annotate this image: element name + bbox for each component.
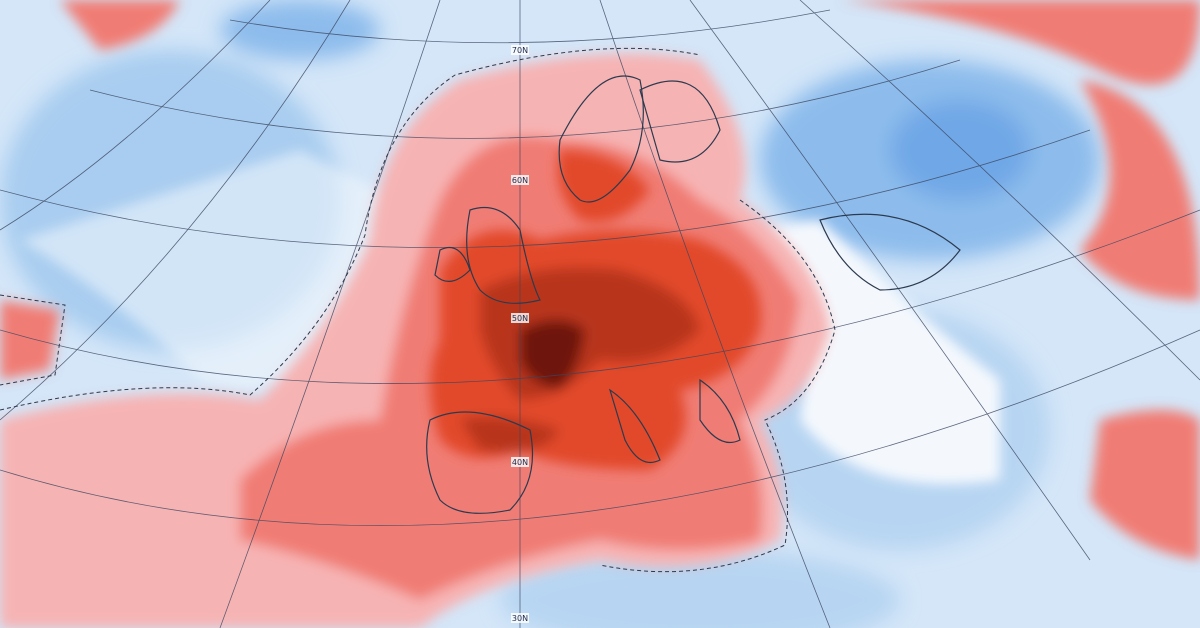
latitude-label: 40N — [512, 458, 528, 467]
label-background — [511, 313, 529, 323]
label-background — [511, 457, 529, 467]
zero-contours — [0, 47, 836, 573]
coastlines — [426, 75, 961, 514]
label-background — [511, 175, 529, 185]
label-background — [511, 45, 529, 55]
latitude-label: 70N — [512, 46, 528, 55]
latitude-label: 50N — [512, 314, 528, 323]
neutral-areas — [20, 150, 1000, 484]
latitude-label: 30N — [512, 614, 528, 623]
label-background — [511, 613, 529, 623]
latitude-label: 60N — [512, 176, 528, 185]
latitude-labels: 70N 60N 50N 40N 30N — [511, 45, 529, 623]
